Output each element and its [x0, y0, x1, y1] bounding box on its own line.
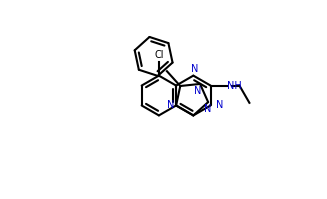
Text: N: N [204, 104, 212, 114]
Text: Cl: Cl [154, 50, 164, 60]
Text: N: N [191, 64, 198, 74]
Text: N: N [194, 86, 202, 96]
Text: N: N [167, 100, 174, 110]
Text: N: N [215, 100, 223, 110]
Text: NH: NH [228, 81, 242, 91]
